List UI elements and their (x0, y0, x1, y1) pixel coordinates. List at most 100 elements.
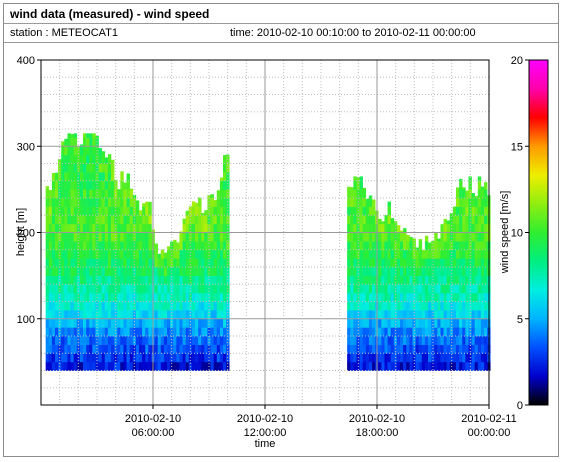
heatmap-cell (129, 206, 134, 216)
heatmap-cell (474, 310, 479, 320)
heatmap-cell (135, 292, 140, 302)
heatmap-cell (79, 154, 84, 164)
heatmap-cell (390, 361, 395, 371)
heatmap-cell (145, 267, 149, 276)
heatmap-cell (123, 215, 127, 225)
heatmap-cell (465, 301, 469, 311)
heatmap-cell (223, 258, 227, 268)
heatmap-cell (418, 284, 423, 294)
heatmap-cell (347, 258, 351, 268)
heatmap-cell (390, 310, 395, 320)
heatmap-cell (89, 318, 93, 328)
heatmap-cell (67, 215, 71, 225)
heatmap-cell (182, 361, 186, 371)
heatmap-cell (465, 361, 469, 371)
heatmap-cell (353, 275, 357, 285)
heatmap-cell (182, 249, 186, 259)
heatmap-cell (219, 336, 224, 345)
heatmap-cell (226, 180, 230, 190)
heatmap-cell (474, 195, 479, 199)
heatmap-cell (142, 241, 146, 251)
heatmap-cell (353, 301, 357, 311)
heatmap-cell (372, 275, 376, 285)
heatmap-cell (387, 215, 391, 225)
heatmap-cell (139, 361, 143, 371)
heatmap-cell (188, 206, 193, 216)
heatmap-cell (135, 241, 140, 251)
heatmap-cell (76, 189, 81, 199)
heatmap-cell (400, 344, 404, 354)
heatmap-cell (390, 258, 395, 268)
heatmap-cell (204, 361, 208, 371)
heatmap-cell (474, 223, 479, 233)
heatmap-cell (160, 284, 165, 294)
heatmap-cell (101, 267, 106, 276)
heatmap-cell (45, 327, 50, 337)
heatmap-cell (98, 275, 102, 285)
heatmap-cell (378, 275, 382, 285)
heatmap-cell (154, 284, 158, 294)
heatmap-cell (89, 267, 93, 276)
heatmap-cell (452, 267, 457, 276)
heatmap-cell (160, 292, 165, 302)
y-tick-label: 400 (17, 55, 35, 67)
heatmap-cell (70, 215, 74, 225)
heatmap-cell (356, 180, 360, 190)
heatmap-cell (223, 284, 227, 294)
heatmap-cell (73, 172, 78, 182)
heatmap-cell (167, 310, 171, 320)
heatmap-cell (406, 284, 410, 294)
heatmap-cell (387, 206, 391, 216)
heatmap-cell (418, 318, 423, 328)
heatmap-cell (353, 327, 357, 337)
heatmap-cell (428, 318, 432, 328)
heatmap-cell (70, 327, 74, 337)
heatmap-cell (51, 336, 56, 345)
heatmap-cell (86, 137, 90, 147)
heatmap-cell (409, 361, 413, 371)
heatmap-cell (396, 353, 401, 363)
heatmap-cell (145, 301, 149, 311)
heatmap-cell (89, 301, 93, 311)
heatmap-cell (120, 215, 124, 225)
heatmap-cell (145, 310, 149, 320)
heatmap-cell (98, 310, 102, 320)
heatmap-cell (428, 284, 432, 294)
heatmap-cell (173, 249, 177, 259)
heatmap-cell (179, 292, 183, 302)
heatmap-cell (359, 223, 363, 233)
heatmap-cell (403, 241, 407, 251)
heatmap-cell (372, 327, 376, 337)
heatmap-cell (160, 249, 165, 251)
heatmap-cell (424, 241, 429, 251)
heatmap-cell (223, 215, 227, 225)
heatmap-cell (387, 310, 391, 320)
heatmap-cell (104, 284, 109, 294)
heatmap-cell (67, 301, 71, 311)
heatmap-cell (216, 353, 221, 363)
heatmap-cell (104, 163, 109, 173)
heatmap-cell (362, 361, 367, 371)
heatmap-cell (126, 327, 130, 337)
heatmap-cell (424, 275, 429, 285)
heatmap-cell (424, 292, 429, 302)
heatmap-cell (204, 344, 208, 354)
heatmap-cell (412, 249, 416, 259)
heatmap-cell (381, 258, 385, 268)
heatmap-cell (142, 336, 146, 345)
heatmap-cell (51, 180, 56, 190)
heatmap-cell (424, 284, 429, 294)
heatmap-cell (381, 292, 385, 302)
heatmap-cell (384, 284, 388, 294)
heatmap-cell (368, 310, 373, 320)
heatmap-cell (111, 275, 115, 285)
y-tick-label: 200 (17, 228, 35, 240)
heatmap-cell (403, 353, 407, 363)
heatmap-cell (459, 178, 463, 182)
heatmap-cell (400, 241, 404, 251)
heatmap-cell (449, 213, 454, 216)
heatmap-cell (104, 232, 109, 242)
heatmap-cell (471, 241, 475, 251)
heatmap-cell (437, 275, 441, 285)
